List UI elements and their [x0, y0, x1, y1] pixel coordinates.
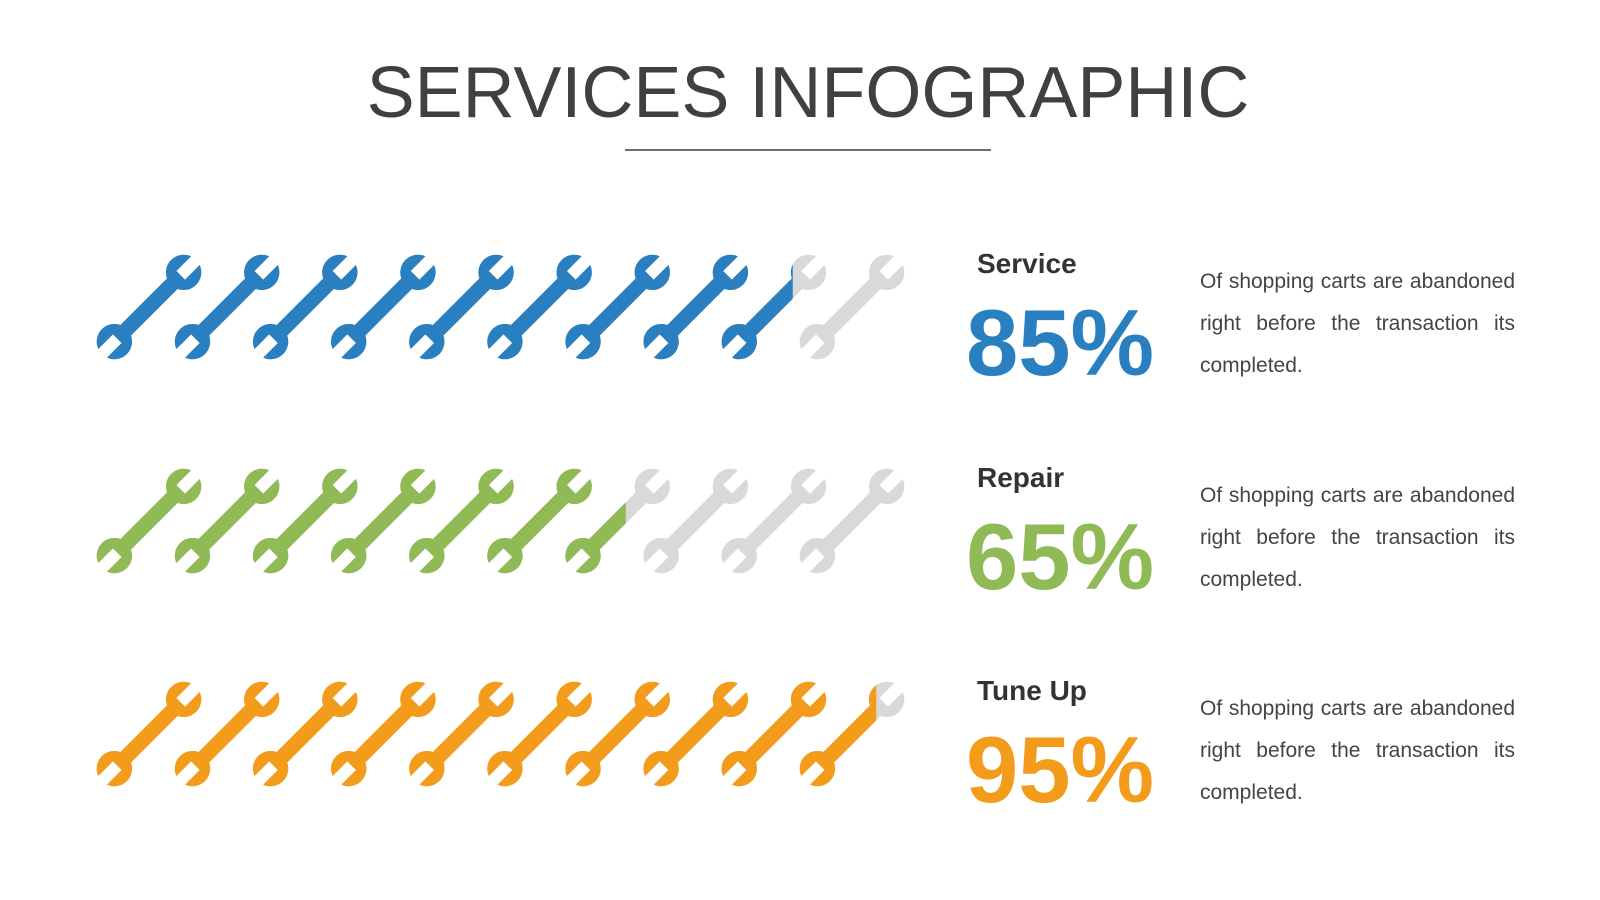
wrench-row-filled [90, 462, 626, 580]
wrench-icon [636, 248, 755, 366]
wrench-icon [246, 462, 365, 580]
wrench-icon [558, 248, 677, 366]
description: Of shopping carts are abandoned right be… [1200, 484, 1515, 591]
value-label: 95% [966, 717, 1154, 822]
wrench-icon [715, 675, 833, 793]
wrench-icon [90, 675, 208, 793]
wrench-icon [558, 462, 626, 580]
wrench-row-filled [90, 675, 877, 793]
wrench-icon [324, 248, 443, 366]
category-label: Tune Up [977, 675, 1087, 706]
wrench-icon [558, 675, 677, 793]
wrench-icon [168, 248, 286, 366]
wrench-icon [636, 675, 755, 793]
wrench-icon [324, 675, 443, 793]
wrench-row-empty [90, 675, 911, 793]
wrench-icon [402, 462, 521, 580]
wrench-icon [480, 675, 599, 793]
value-label: 65% [966, 504, 1154, 609]
wrench-icon [402, 675, 521, 793]
category-label: Service [977, 248, 1077, 279]
value-label: 85% [966, 290, 1154, 395]
wrench-icon [793, 248, 911, 366]
wrench-icon [246, 675, 365, 793]
wrench-icon [480, 248, 599, 366]
wrench-row-empty [90, 248, 911, 366]
wrench-icon [636, 462, 755, 580]
wrench-icon [90, 248, 208, 366]
title: SERVICES INFOGRAPHIC [367, 53, 1250, 133]
description: Of shopping carts are abandoned right be… [1200, 697, 1515, 804]
wrench-icon [402, 248, 521, 366]
description: Of shopping carts are abandoned right be… [1200, 270, 1515, 377]
wrench-icon [168, 462, 286, 580]
wrench-icon [246, 248, 365, 366]
wrench-icon [168, 675, 286, 793]
category-label: Repair [977, 462, 1064, 493]
wrench-row-empty [90, 462, 911, 580]
wrench-icon [715, 248, 793, 366]
wrench-row-filled [90, 248, 793, 366]
wrench-icon [793, 675, 877, 793]
wrench-icon [715, 462, 833, 580]
wrench-icon [793, 462, 911, 580]
wrench-icon [90, 462, 208, 580]
wrench-icon [480, 462, 599, 580]
wrench-icon [324, 462, 443, 580]
